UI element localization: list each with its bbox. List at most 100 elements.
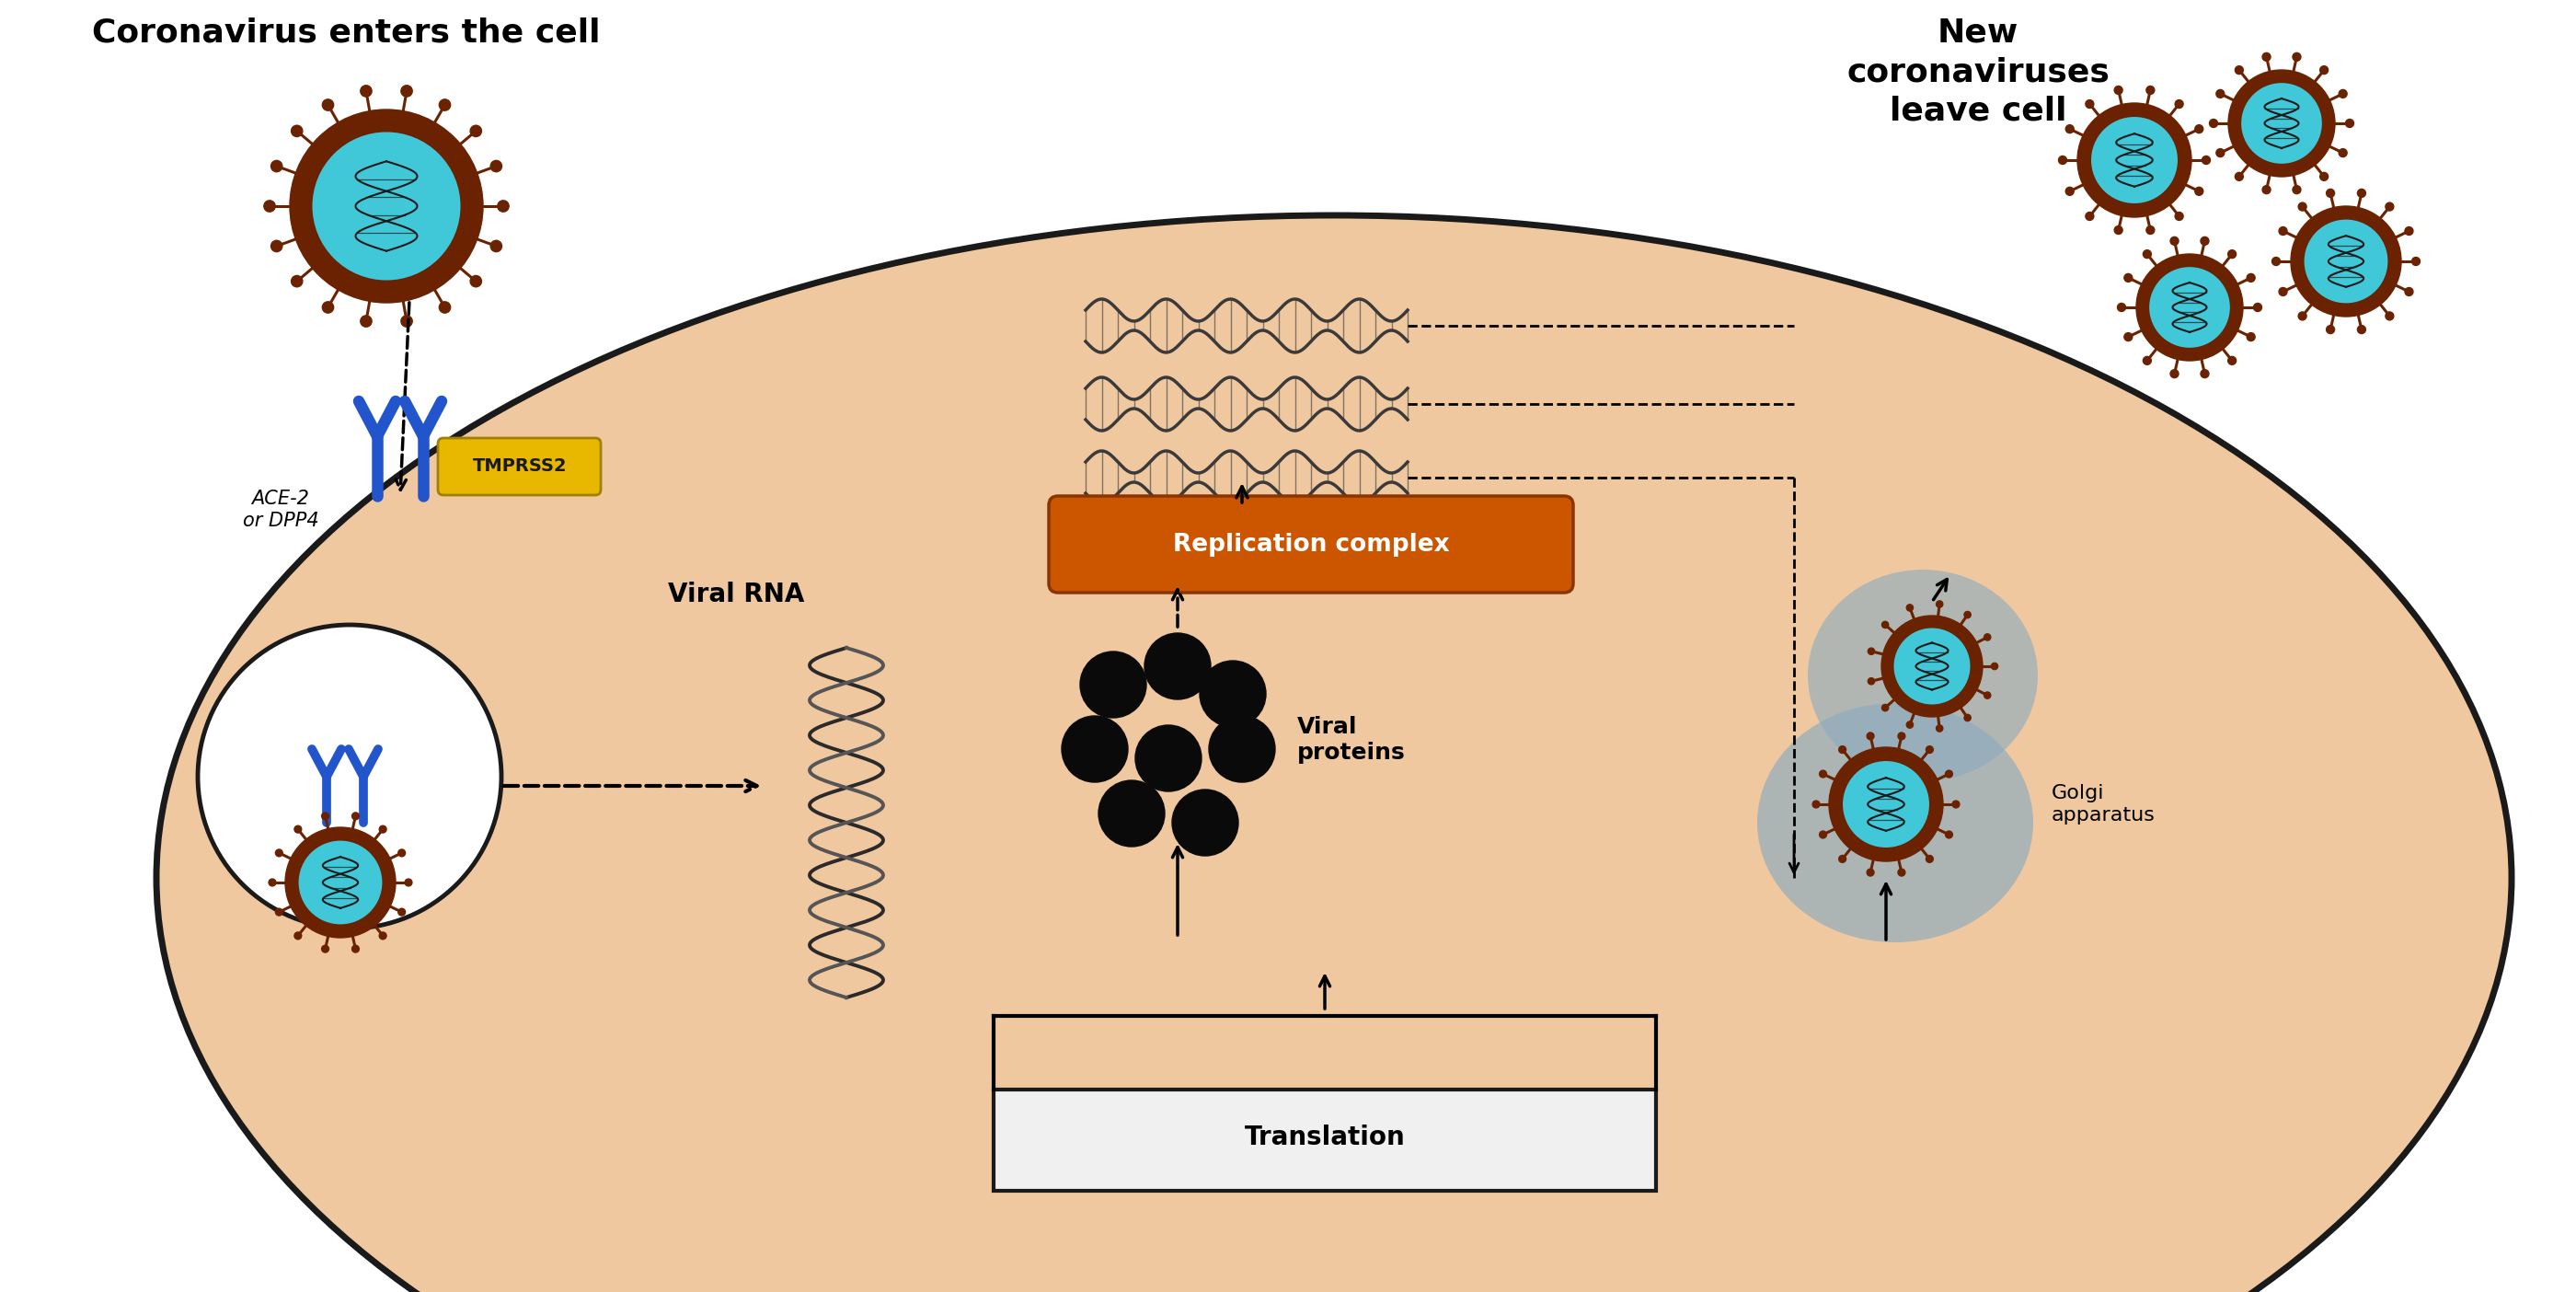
- Text: Replication complex: Replication complex: [1172, 532, 1450, 557]
- Circle shape: [2215, 149, 2226, 158]
- Circle shape: [268, 879, 276, 886]
- Circle shape: [2215, 89, 2226, 98]
- Circle shape: [2146, 226, 2154, 234]
- Circle shape: [1937, 601, 1942, 607]
- Circle shape: [2089, 115, 2179, 204]
- Circle shape: [1061, 716, 1128, 782]
- FancyBboxPatch shape: [1048, 496, 1574, 593]
- Circle shape: [1945, 770, 1953, 778]
- Circle shape: [2357, 326, 2365, 333]
- Circle shape: [296, 840, 384, 925]
- Circle shape: [2303, 218, 2388, 305]
- Circle shape: [294, 826, 301, 833]
- Text: Translation: Translation: [1244, 1124, 1404, 1150]
- Circle shape: [2326, 326, 2334, 333]
- Circle shape: [438, 301, 451, 313]
- Circle shape: [2117, 304, 2125, 311]
- Circle shape: [322, 813, 330, 819]
- Circle shape: [270, 160, 283, 172]
- Circle shape: [2076, 103, 2192, 217]
- Circle shape: [2293, 186, 2300, 194]
- Circle shape: [402, 315, 412, 327]
- Circle shape: [1963, 611, 1971, 618]
- Circle shape: [1136, 725, 1200, 792]
- Circle shape: [402, 85, 412, 97]
- Circle shape: [2202, 156, 2210, 164]
- Text: New
coronaviruses
leave cell: New coronaviruses leave cell: [1847, 18, 2110, 127]
- Circle shape: [1883, 621, 1888, 628]
- Circle shape: [2148, 266, 2231, 349]
- Circle shape: [1906, 605, 1914, 611]
- Ellipse shape: [1757, 703, 2032, 942]
- Circle shape: [1963, 714, 1971, 721]
- Circle shape: [1208, 716, 1275, 782]
- Circle shape: [1953, 801, 1960, 808]
- Circle shape: [2357, 189, 2365, 198]
- Circle shape: [2174, 212, 2184, 221]
- Circle shape: [2200, 370, 2208, 377]
- Circle shape: [2290, 207, 2401, 317]
- Circle shape: [1842, 760, 1929, 849]
- Circle shape: [263, 200, 276, 212]
- Circle shape: [1079, 651, 1146, 718]
- Bar: [994, 1089, 1656, 1191]
- Circle shape: [1927, 855, 1932, 863]
- Circle shape: [1991, 663, 1999, 669]
- Circle shape: [2321, 172, 2329, 181]
- Circle shape: [2066, 187, 2074, 195]
- Circle shape: [1144, 633, 1211, 699]
- Circle shape: [1868, 868, 1875, 876]
- Circle shape: [2143, 249, 2151, 258]
- Circle shape: [379, 932, 386, 939]
- Circle shape: [322, 946, 330, 952]
- Text: Golgi
apparatus: Golgi apparatus: [2050, 784, 2156, 824]
- Circle shape: [1927, 745, 1932, 753]
- Circle shape: [2136, 255, 2244, 360]
- Circle shape: [2246, 274, 2254, 282]
- Circle shape: [2195, 125, 2202, 133]
- Circle shape: [322, 99, 335, 111]
- Circle shape: [1839, 745, 1847, 753]
- Circle shape: [353, 813, 358, 819]
- Circle shape: [1200, 660, 1265, 727]
- Circle shape: [2115, 87, 2123, 94]
- Circle shape: [2125, 333, 2133, 341]
- Circle shape: [2246, 333, 2254, 341]
- Circle shape: [2262, 53, 2269, 61]
- Circle shape: [361, 315, 371, 327]
- Circle shape: [2115, 226, 2123, 234]
- Circle shape: [276, 908, 283, 916]
- Circle shape: [2087, 212, 2094, 221]
- Circle shape: [399, 849, 404, 857]
- Circle shape: [1984, 693, 1991, 699]
- Circle shape: [291, 125, 301, 137]
- Circle shape: [2125, 274, 2133, 282]
- Circle shape: [379, 826, 386, 833]
- Circle shape: [2411, 257, 2419, 265]
- Circle shape: [312, 130, 461, 282]
- Circle shape: [1899, 733, 1906, 740]
- Circle shape: [1880, 615, 1984, 717]
- Circle shape: [1883, 704, 1888, 711]
- Circle shape: [2385, 311, 2393, 320]
- Circle shape: [2321, 66, 2329, 74]
- Circle shape: [1945, 831, 1953, 839]
- Circle shape: [1868, 678, 1875, 685]
- Circle shape: [2228, 249, 2236, 258]
- Circle shape: [2293, 53, 2300, 61]
- Circle shape: [198, 625, 502, 929]
- Circle shape: [2066, 125, 2074, 133]
- Text: Viral
proteins: Viral proteins: [1298, 716, 1406, 764]
- Circle shape: [2146, 87, 2154, 94]
- Circle shape: [1829, 747, 1942, 862]
- Circle shape: [2236, 66, 2244, 74]
- Circle shape: [404, 879, 412, 886]
- Circle shape: [1906, 721, 1914, 729]
- Circle shape: [2339, 149, 2347, 158]
- Circle shape: [471, 125, 482, 137]
- Circle shape: [489, 160, 502, 172]
- Circle shape: [2280, 227, 2287, 235]
- Circle shape: [2298, 311, 2306, 320]
- Circle shape: [2280, 288, 2287, 296]
- Circle shape: [291, 275, 301, 287]
